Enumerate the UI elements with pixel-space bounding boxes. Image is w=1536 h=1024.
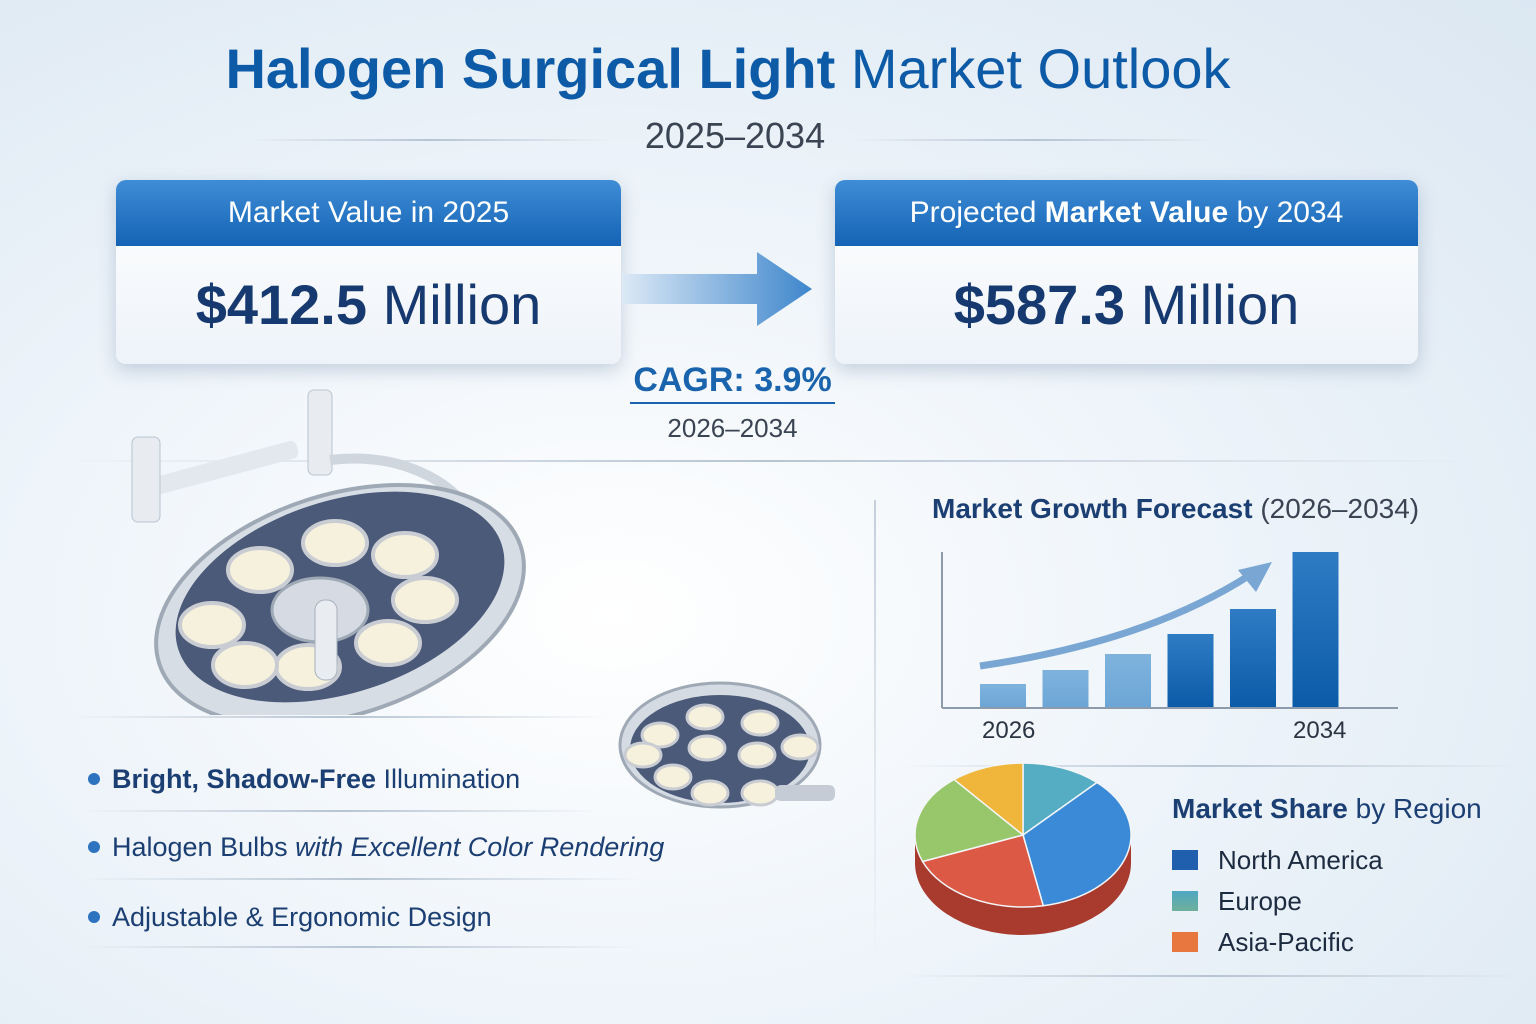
bullet-icon bbox=[88, 773, 100, 785]
trend-arrowhead bbox=[1238, 562, 1272, 592]
x-tick-label: 2034 bbox=[1293, 717, 1347, 744]
market-value-2025-card: Market Value in 2025 $412.5 Million bbox=[116, 180, 621, 364]
feature-italic: with Excellent Color Rendering bbox=[295, 832, 665, 862]
divider bbox=[250, 139, 610, 141]
divider bbox=[80, 946, 640, 948]
divider bbox=[855, 139, 1215, 141]
divider bbox=[70, 716, 610, 718]
pie-slice bbox=[1022, 762, 1099, 837]
feature-bold: Bright, Shadow-Free bbox=[112, 764, 377, 794]
x-tick-label: 2026 bbox=[982, 717, 1036, 744]
surgical-light-large-icon bbox=[131, 389, 526, 715]
card-value: $587.3 Million bbox=[835, 246, 1418, 364]
chart-title-bold: Market Growth Forecast bbox=[932, 493, 1253, 524]
period-subtitle: 2025–2034 bbox=[644, 115, 826, 156]
cagr-value: CAGR: 3.9% bbox=[630, 360, 835, 404]
bar bbox=[1042, 670, 1089, 707]
trend-arrow bbox=[979, 572, 1252, 670]
feature-text: Adjustable & Ergonomic Design bbox=[112, 902, 492, 932]
bar-chart bbox=[941, 552, 1398, 709]
legend-label: Asia-Pacific bbox=[1218, 927, 1354, 957]
card-value: $412.5 Million bbox=[116, 246, 621, 364]
legend-label: Europe bbox=[1218, 886, 1302, 916]
bar bbox=[1230, 609, 1276, 707]
bullet-icon bbox=[88, 841, 100, 853]
legend-item-europe: Europe bbox=[1172, 885, 1302, 917]
header-rest: by 2034 bbox=[1236, 196, 1344, 229]
legend-label: North America bbox=[1218, 845, 1383, 875]
bullet-icon bbox=[88, 911, 100, 923]
card-header: Projected Market Value by 2034 bbox=[835, 180, 1418, 246]
divider bbox=[80, 810, 600, 812]
legend-item-asia-pacific: Asia-Pacific bbox=[1172, 926, 1354, 958]
feature-item: Halogen Bulbs with Excellent Color Rende… bbox=[88, 830, 664, 864]
divider bbox=[900, 765, 1520, 767]
card-header: Market Value in 2025 bbox=[116, 180, 621, 246]
bar bbox=[980, 684, 1026, 707]
value-amount: $587.3 bbox=[953, 273, 1125, 336]
legend-swatch bbox=[1172, 932, 1198, 952]
projected-value-2034-card: Projected Market Value by 2034 $587.3 Mi… bbox=[835, 180, 1418, 364]
feature-text: Illumination bbox=[383, 764, 521, 794]
pie-slice bbox=[914, 778, 1025, 863]
vertical-divider bbox=[874, 500, 876, 970]
pie-title-bold: Market Share bbox=[1172, 793, 1348, 824]
feature-bold: Halogen Bulbs bbox=[112, 832, 288, 862]
header-light: Projected bbox=[909, 196, 1037, 229]
chart-title-rest: (2026–2034) bbox=[1260, 493, 1420, 524]
value-amount: $412.5 bbox=[195, 273, 367, 336]
pie-slice bbox=[1022, 781, 1132, 907]
title-rest: Market Outlook bbox=[850, 37, 1231, 100]
surgical-light-small-icon bbox=[618, 681, 835, 809]
legend-swatch bbox=[1172, 850, 1198, 870]
value-unit: Million bbox=[1140, 273, 1300, 336]
title-bold: Halogen Surgical Light bbox=[225, 37, 836, 100]
bar bbox=[1292, 552, 1339, 707]
legend-item-north-america: North America bbox=[1172, 844, 1383, 876]
pie-slice bbox=[921, 834, 1045, 908]
cagr-period: 2026–2034 bbox=[667, 413, 798, 443]
section-divider bbox=[60, 460, 1480, 462]
divider bbox=[900, 975, 1520, 977]
bar bbox=[1105, 654, 1151, 707]
header-bold: Market Value bbox=[1044, 196, 1229, 229]
pie-slice bbox=[952, 762, 1024, 837]
pie-chart-title: Market Share by Region bbox=[1172, 792, 1482, 826]
feature-item: Bright, Shadow-Free Illumination bbox=[88, 762, 520, 796]
legend-swatch bbox=[1172, 891, 1198, 911]
page-title: Halogen Surgical Light Market Outlook bbox=[0, 36, 1456, 102]
feature-item: Adjustable & Ergonomic Design bbox=[88, 900, 492, 934]
pie-chart bbox=[914, 762, 1132, 935]
arrow-icon bbox=[622, 252, 812, 326]
pie-title-rest: by Region bbox=[1355, 793, 1482, 824]
bar-chart-title: Market Growth Forecast (2026–2034) bbox=[932, 492, 1419, 526]
value-unit: Million bbox=[382, 273, 542, 336]
divider bbox=[80, 878, 640, 880]
bar bbox=[1167, 634, 1214, 707]
